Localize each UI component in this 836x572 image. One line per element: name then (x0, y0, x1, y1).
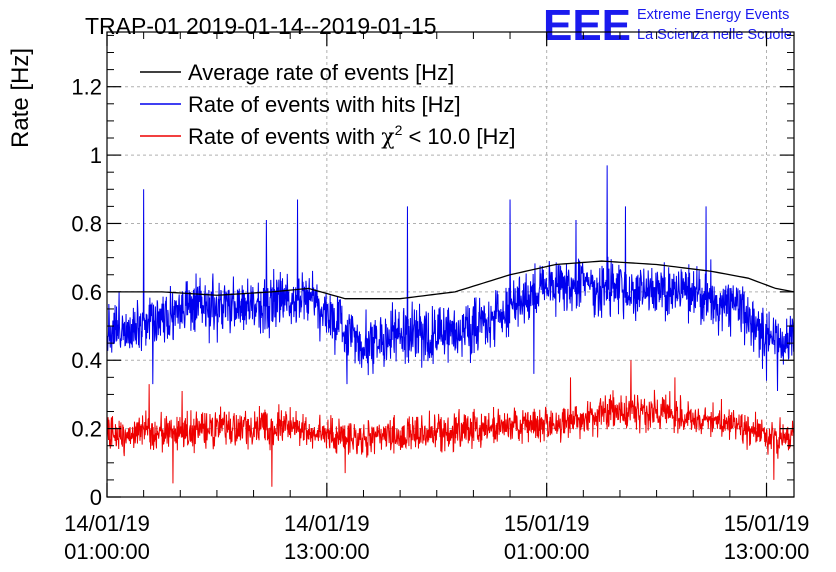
y-tick-label: 1.2 (71, 75, 102, 100)
logo-line1: Extreme Energy Events (637, 7, 789, 23)
y-tick-label: 0.4 (71, 348, 102, 373)
logo-line2: La Scienza nelle Scuole (637, 27, 792, 43)
x-tick-label-time: 01:00:00 (504, 539, 590, 564)
x-tick-label-time: 01:00:00 (64, 539, 150, 564)
series-line-0 (107, 260, 795, 300)
y-tick-label: 1 (90, 143, 102, 168)
y-tick-label: 0.6 (71, 280, 102, 305)
series-group (106, 165, 795, 487)
series-line-1 (106, 165, 795, 392)
legend-label-0: Average rate of events [Hz] (188, 60, 454, 85)
x-tick-label-time: 13:00:00 (284, 539, 370, 564)
series-line-2 (106, 360, 795, 487)
x-tick-label-time: 13:00:00 (724, 539, 810, 564)
eee-logo: EEE Extreme Energy Events La Scienza nel… (543, 1, 792, 50)
chart-title: TRAP-01 2019-01-14--2019-01-15 (85, 13, 437, 39)
x-axis: 14/01/19 01:00:00 14/01/19 13:00:00 15/01/19… (64, 32, 809, 564)
plot-frame (106, 31, 795, 498)
y-tick-label: 0.8 (71, 211, 102, 236)
legend: Average rate of events [Hz] Rate of event… (140, 60, 515, 150)
x-tick-label-date: 15/01/19 (724, 511, 810, 536)
legend-label-2: Rate of events with χ2 < 10.0 [Hz] (188, 122, 515, 150)
legend-label-1: Rate of events with hits [Hz] (188, 92, 461, 117)
x-tick-label-date: 14/01/19 (284, 511, 370, 536)
y-tick-label: 0.2 (71, 417, 102, 442)
y-axis-label: Rate [Hz] (7, 48, 34, 148)
logo-text: EEE (543, 1, 631, 50)
x-tick-label-date: 14/01/19 (64, 511, 150, 536)
y-axis: 0 0.2 0.4 0.6 0.8 1 1.2 (71, 34, 794, 510)
x-tick-label-date: 15/01/19 (504, 511, 590, 536)
y-tick-label: 0 (90, 485, 102, 510)
